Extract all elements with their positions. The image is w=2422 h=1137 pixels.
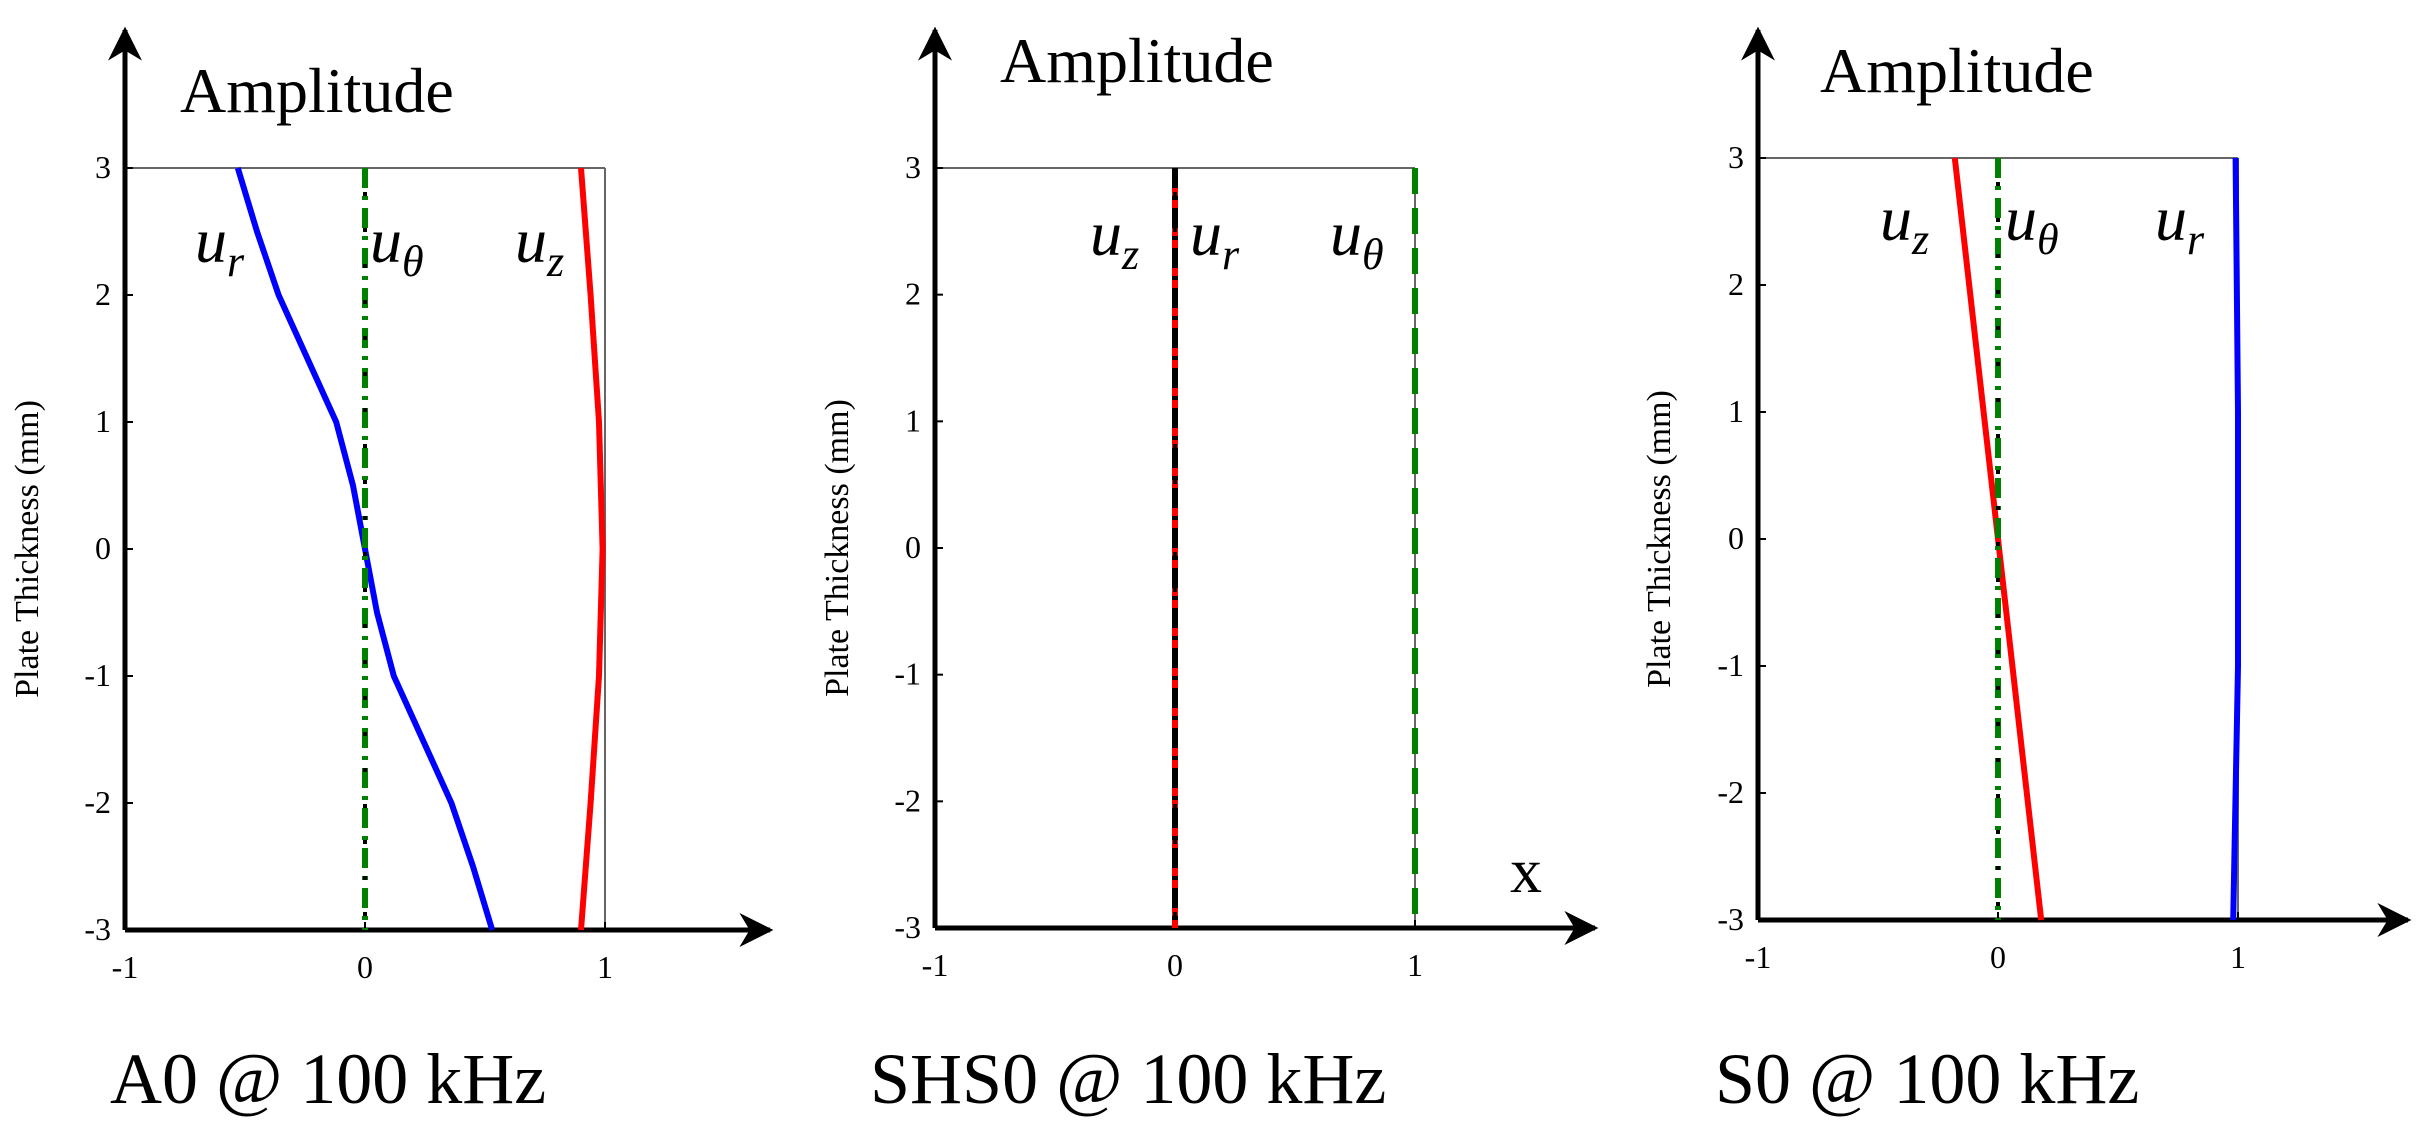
x-tick-label: 0 <box>357 949 373 985</box>
curve-label-subscript: θ <box>402 237 424 286</box>
x-axis-label: x <box>1510 835 1542 906</box>
y-tick-label: 3 <box>1728 139 1744 175</box>
curve-label-subscript: z <box>1121 230 1139 279</box>
x-tick-label: 1 <box>1407 947 1423 983</box>
curve-label-symbol: u <box>2155 183 2187 254</box>
y-axis-label: Plate Thickness (mm) <box>1641 390 1678 688</box>
y-tick-label: 3 <box>95 149 111 185</box>
curve-label-symbol: u <box>515 205 547 276</box>
curve-label-u-z: uz <box>515 205 564 286</box>
y-tick-label: 0 <box>905 529 921 565</box>
y-tick-label: -2 <box>1717 774 1744 810</box>
y-tick-label: 3 <box>905 149 921 185</box>
series-u-r-line <box>234 167 496 931</box>
x-tick-label: 1 <box>2230 939 2246 975</box>
x-tick-label: 0 <box>1990 939 2006 975</box>
y-tick-label: -1 <box>84 657 111 693</box>
curve-label-subscript: z <box>1911 215 1929 264</box>
y-tick-label: 0 <box>1728 520 1744 556</box>
curve-label-symbol: u <box>370 205 402 276</box>
chart-caption: A0 @ 100 kHz <box>110 1039 546 1119</box>
y-tick-label: 1 <box>905 402 921 438</box>
y-tick-label: 2 <box>95 276 111 312</box>
chart-caption: S0 @ 100 kHz <box>1715 1039 2139 1119</box>
curve-label-u-r: ur <box>1190 198 1240 279</box>
curve-label-symbol: u <box>195 205 227 276</box>
curve-label-symbol: u <box>1330 198 1362 269</box>
curve-label-symbol: u <box>2005 183 2037 254</box>
curve-label-u-theta: uθ <box>370 205 424 286</box>
x-tick-label: -1 <box>112 949 139 985</box>
y-tick-label: -1 <box>894 656 921 692</box>
curve-label-symbol: u <box>1190 198 1222 269</box>
y-tick-label: 1 <box>95 403 111 439</box>
chart-title: Amplitude <box>1820 35 2094 106</box>
curve-label-symbol: u <box>1090 198 1122 269</box>
y-tick-label: -3 <box>1717 901 1744 937</box>
y-tick-label: -2 <box>894 782 921 818</box>
curve-label-u-theta: uθ <box>2005 183 2059 264</box>
curve-label-subscript: θ <box>1362 230 1384 279</box>
curve-label-subscript: r <box>2187 215 2205 264</box>
chart-title: Amplitude <box>1000 25 1274 96</box>
x-tick-label: 0 <box>1167 947 1183 983</box>
y-tick-label: -3 <box>84 911 111 947</box>
y-tick-label: 2 <box>905 276 921 312</box>
series-u-r-line <box>2230 157 2241 921</box>
curve-label-symbol: u <box>1880 183 1912 254</box>
curve-label-u-r: ur <box>195 205 245 286</box>
y-tick-label: -1 <box>1717 647 1744 683</box>
y-tick-label: 0 <box>95 530 111 566</box>
y-tick-label: 1 <box>1728 393 1744 429</box>
chart-title: Amplitude <box>180 55 454 126</box>
y-axis-label: Plate Thickness (mm) <box>819 399 856 697</box>
curve-label-subscript: r <box>1222 230 1240 279</box>
x-tick-label: 1 <box>597 949 613 985</box>
curve-label-u-theta: uθ <box>1330 198 1384 279</box>
x-tick-label: -1 <box>1745 939 1772 975</box>
chart-caption: SHS0 @ 100 kHz <box>870 1039 1386 1119</box>
curve-label-u-z: uz <box>1090 198 1139 279</box>
y-tick-label: -2 <box>84 784 111 820</box>
y-axis-label: Plate Thickness (mm) <box>9 400 46 698</box>
y-tick-label: -3 <box>894 909 921 945</box>
series-u-z-line <box>578 167 606 931</box>
series-u-z-line <box>1951 157 2045 921</box>
curve-label-u-r: ur <box>2155 183 2205 264</box>
curve-label-u-z: uz <box>1880 183 1929 264</box>
curve-label-subscript: z <box>546 237 564 286</box>
curve-label-subscript: θ <box>2037 215 2059 264</box>
curve-label-subscript: r <box>227 237 245 286</box>
y-tick-label: 2 <box>1728 266 1744 302</box>
x-tick-label: -1 <box>922 947 949 983</box>
